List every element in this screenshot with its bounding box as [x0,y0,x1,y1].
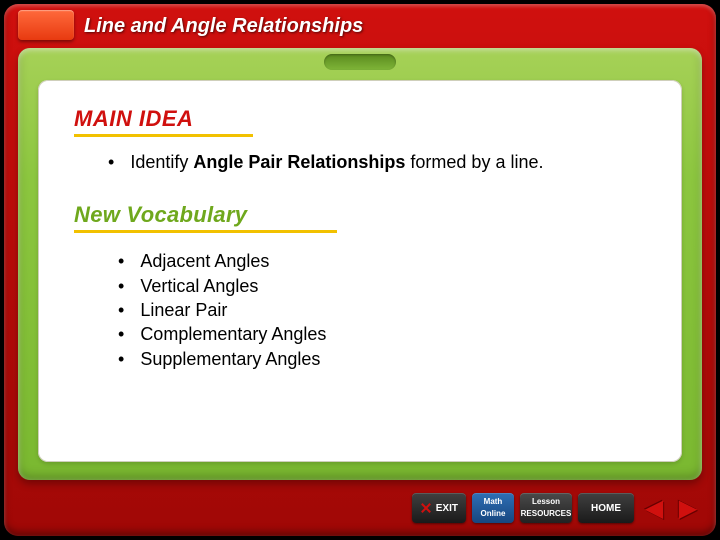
mi-prefix: Identify [130,152,193,172]
home-button[interactable]: HOME [578,493,634,523]
list-item: • Vertical Angles [118,274,646,298]
exit-label: EXIT [436,503,458,514]
content-card: MAIN IDEA • Identify Angle Pair Relation… [38,80,682,462]
mi-suffix: formed by a line. [405,152,543,172]
bullet-dot: • [118,249,124,273]
close-icon [420,502,432,514]
vocab-term: Adjacent Angles [140,249,269,273]
list-item: • Supplementary Angles [118,347,646,371]
exit-button[interactable]: EXIT [412,493,466,523]
bullet-dot: • [118,347,124,371]
vocab-term: Vertical Angles [140,274,258,298]
content-panel: MAIN IDEA • Identify Angle Pair Relation… [18,48,702,480]
vocab-term: Linear Pair [140,298,227,322]
bullet-dot: • [118,322,124,346]
home-label: HOME [591,503,621,514]
lesson-label-1: Lesson [532,498,560,506]
lesson-label-2: RESOURCES [521,510,572,518]
panel-handle [324,54,396,70]
new-vocabulary-heading: New Vocabulary [74,202,337,233]
prev-arrow[interactable]: ◀ [640,493,668,523]
bullet-dot: • [108,151,114,174]
list-item: • Complementary Angles [118,322,646,346]
math-label-2: Online [481,510,506,518]
mi-bold: Angle Pair Relationships [193,152,405,172]
main-idea-heading: MAIN IDEA [74,106,253,137]
title-bar: Line and Angle Relationships [4,4,716,48]
math-online-button[interactable]: Math Online [472,493,514,523]
vocabulary-list: • Adjacent Angles • Vertical Angles • Linea… [118,249,646,370]
vocab-term: Supplementary Angles [140,347,320,371]
lesson-badge [18,10,74,40]
vocab-term: Complementary Angles [140,322,326,346]
bullet-dot: • [118,298,124,322]
nav-bar: EXIT Math Online Lesson RESOURCES HOME ◀… [4,480,716,536]
lesson-title: Line and Angle Relationships [84,15,363,38]
list-item: • Adjacent Angles [118,249,646,273]
slide-frame: Line and Angle Relationships MAIN IDEA •… [4,4,716,536]
next-arrow[interactable]: ▶ [674,493,702,523]
lesson-resources-button[interactable]: Lesson RESOURCES [520,493,572,523]
math-label-1: Math [484,498,503,506]
bullet-dot: • [118,274,124,298]
main-idea-bullet: • Identify Angle Pair Relationships form… [108,151,628,174]
main-idea-text: Identify Angle Pair Relationships formed… [130,151,543,174]
list-item: • Linear Pair [118,298,646,322]
